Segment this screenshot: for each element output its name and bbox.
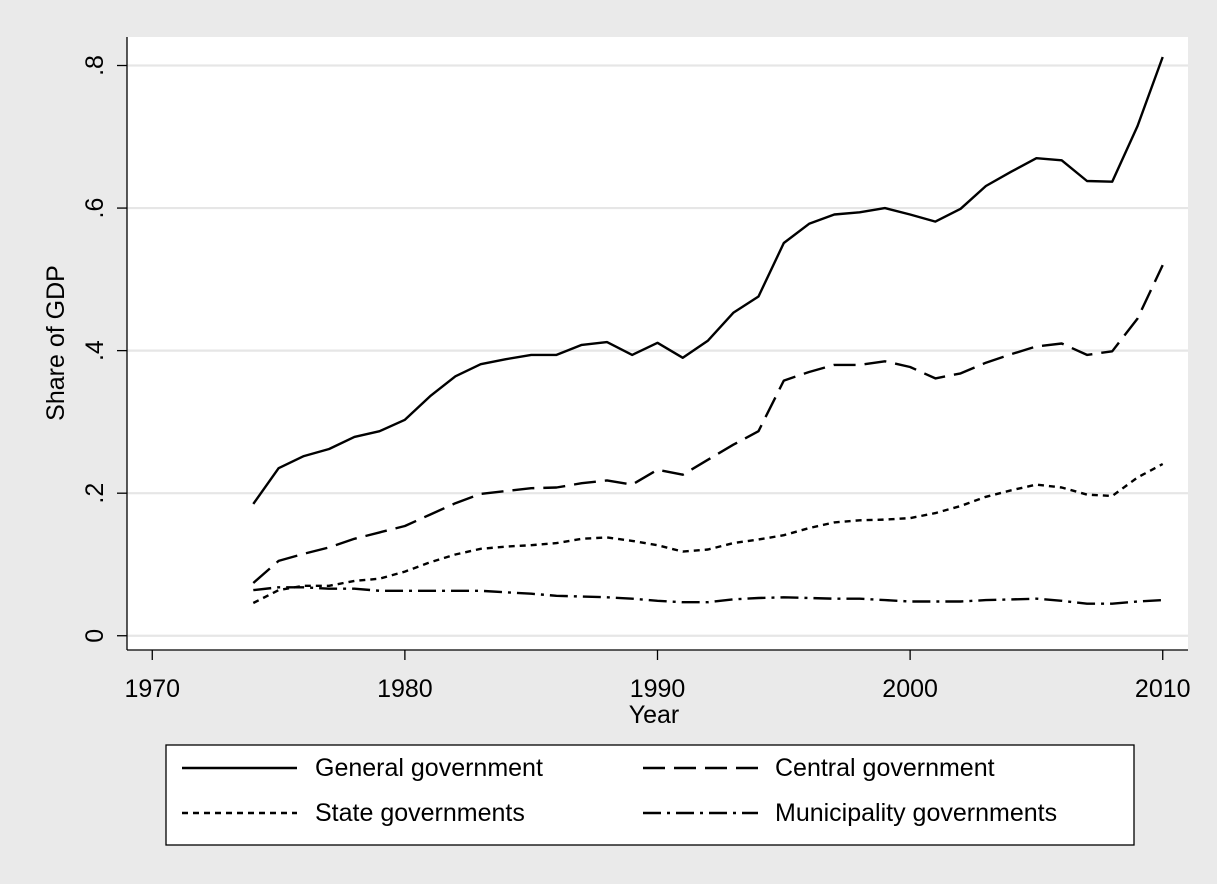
y-axis-label: Share of GDP: [42, 265, 70, 421]
y-tick-label: .4: [81, 340, 109, 361]
legend-label: Municipality governments: [775, 799, 1057, 827]
axes: 0 .2 .4 .6 .8 1970 1980 1990 2000 2010: [81, 37, 1191, 703]
x-tick-label: 2000: [882, 675, 938, 703]
series-line-state-governments: [252, 462, 1164, 605]
legend-box: [165, 744, 1135, 846]
series-line-municipality-governments: [253, 586, 1163, 605]
y-tick-label: .8: [81, 55, 109, 76]
y-tick-label: .2: [81, 483, 109, 504]
grid-lines: [127, 64, 1188, 637]
legend-label: General government: [315, 754, 543, 782]
x-tick-label: 1970: [124, 675, 180, 703]
x-tick-label: 2010: [1135, 675, 1191, 703]
x-tick-label: 1980: [377, 675, 433, 703]
y-tick-label: 0: [81, 629, 109, 643]
legend-label: Central government: [775, 754, 995, 782]
series-lines: [252, 56, 1164, 605]
series-line-central-government: [252, 264, 1164, 584]
x-axis-label: Year: [629, 701, 680, 729]
x-tick-label: 1990: [630, 675, 686, 703]
y-tick-label: .6: [81, 198, 109, 219]
series-line-general-government: [252, 56, 1164, 505]
legend: General government Central government Stat…: [165, 744, 1135, 846]
legend-label: State governments: [315, 799, 525, 827]
